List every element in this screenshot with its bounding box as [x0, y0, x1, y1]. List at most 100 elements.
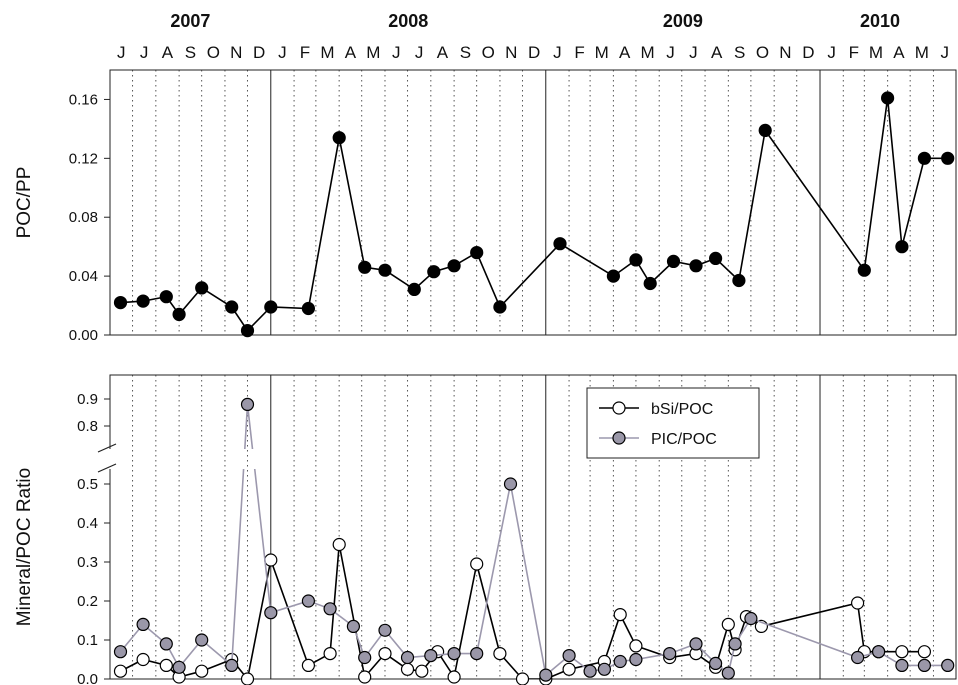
bottom-panel-y-ticks: 0.0 0.1 0.2 0.3 0.4 0.5 0.8 0.9: [77, 391, 110, 685]
pic-poc-point: [629, 652, 643, 667]
pic-poc-point: [941, 658, 955, 673]
break-slash-upper: [97, 443, 117, 453]
poc-pp-point: [606, 269, 621, 283]
pic-poc-point: [728, 637, 742, 651]
poc-pp-point: [689, 259, 703, 273]
pic-poc-point: [172, 660, 186, 674]
poc-pp-point: [553, 237, 567, 251]
year-label-2010: 2010: [860, 11, 900, 31]
bsi-poc-point: [113, 664, 128, 678]
poc-pp-point: [113, 296, 128, 310]
month-label: M: [595, 43, 609, 62]
pic-poc-point: [346, 619, 360, 634]
poc-pp-point: [880, 91, 895, 105]
pic-poc-point: [264, 606, 278, 620]
legend-label-pic-poc: PIC/POC: [651, 431, 717, 448]
pic-poc-point: [539, 668, 553, 682]
month-label: M: [366, 43, 380, 62]
month-label: J: [117, 43, 126, 62]
bsi-poc-point: [332, 537, 346, 552]
bsi-poc-point: [562, 662, 576, 676]
month-label: S: [460, 43, 471, 62]
poc-pp-point: [264, 300, 278, 314]
pic-poc-point: [323, 602, 337, 616]
top-panel-grid: [132, 70, 934, 335]
bottom-panel-y-label: Mineral/POC Ratio: [14, 468, 35, 626]
pic-poc-point: [470, 646, 484, 661]
pic-poc-point: [744, 611, 758, 626]
poc-pp-point: [195, 281, 209, 295]
bottom-panel-series: [113, 397, 955, 685]
pic-poc-point: [447, 646, 461, 661]
pic-poc-point: [850, 650, 865, 665]
poc-pp-point: [708, 251, 723, 265]
top-panel-series: [113, 91, 955, 338]
year-label-2007: 2007: [170, 11, 210, 31]
poc-pp-point: [666, 254, 681, 268]
y-tick-label: 0.0: [77, 671, 98, 685]
y-tick-label: 0.12: [69, 150, 98, 167]
month-label: A: [162, 43, 174, 62]
y-tick-label: 0.04: [69, 268, 98, 285]
y-tick-label: 0.00: [69, 327, 98, 344]
bsi-poc-point: [515, 672, 530, 685]
month-label: O: [756, 43, 769, 62]
pic-poc-point: [663, 646, 677, 661]
pic-poc-point: [871, 645, 886, 659]
poc-pp-point: [427, 265, 441, 279]
bottom-panel-grid: [132, 375, 934, 679]
month-label: J: [666, 43, 675, 62]
pic-poc-point: [917, 658, 932, 673]
y-tick-label: 0.08: [69, 209, 98, 226]
poc-pp-point: [917, 151, 932, 165]
pic-poc-point: [708, 656, 723, 671]
poc-pp-point: [159, 290, 173, 304]
poc-pp-point: [732, 273, 746, 288]
month-label: S: [734, 43, 745, 62]
pic-poc-point: [225, 658, 239, 673]
bsi-poc-point: [358, 670, 372, 684]
month-label: M: [640, 43, 654, 62]
pic-poc-point: [503, 477, 518, 491]
bsi-poc-point: [629, 639, 643, 653]
pic-poc-point: [895, 658, 909, 673]
month-label: N: [230, 43, 242, 62]
pic-poc-point: [358, 650, 372, 665]
bsi-poc-point: [613, 607, 627, 622]
month-label: J: [689, 43, 698, 62]
year-label-2009: 2009: [663, 11, 703, 31]
pic-poc-point: [689, 637, 703, 651]
poc-pp-line: [120, 97, 948, 332]
month-label: O: [207, 43, 220, 62]
bsi-poc-point: [136, 652, 150, 667]
poc-pp-panel: 0.00 0.04 0.08 0.12 0.16 POC/PP: [14, 69, 957, 344]
poc-pp-point: [172, 307, 186, 321]
bsi-poc-point: [721, 617, 735, 632]
month-label: M: [869, 43, 883, 62]
poc-pp-point: [447, 259, 461, 273]
month-label: M: [320, 43, 334, 62]
bsi-poc-point: [264, 553, 278, 567]
bsi-poc-point: [323, 646, 337, 661]
pic-poc-point: [424, 648, 438, 663]
month-label: O: [482, 43, 495, 62]
pic-poc-point: [400, 650, 415, 665]
month-label: F: [300, 43, 310, 62]
month-label: D: [253, 43, 265, 62]
pic-poc-point: [195, 633, 209, 647]
bsi-poc-point: [895, 645, 909, 659]
month-label: J: [392, 43, 401, 62]
month-label: J: [278, 43, 287, 62]
poc-pp-point: [857, 263, 871, 277]
bsi-poc-point: [470, 557, 484, 571]
pic-poc-point: [240, 397, 255, 411]
pic-poc-point: [113, 645, 128, 659]
poc-pp-point: [301, 301, 315, 316]
month-label: J: [553, 43, 562, 62]
bsi-poc-point: [447, 670, 461, 684]
pic-poc-point: [597, 662, 612, 676]
poc-pp-point: [629, 253, 643, 267]
month-label: J: [415, 43, 424, 62]
